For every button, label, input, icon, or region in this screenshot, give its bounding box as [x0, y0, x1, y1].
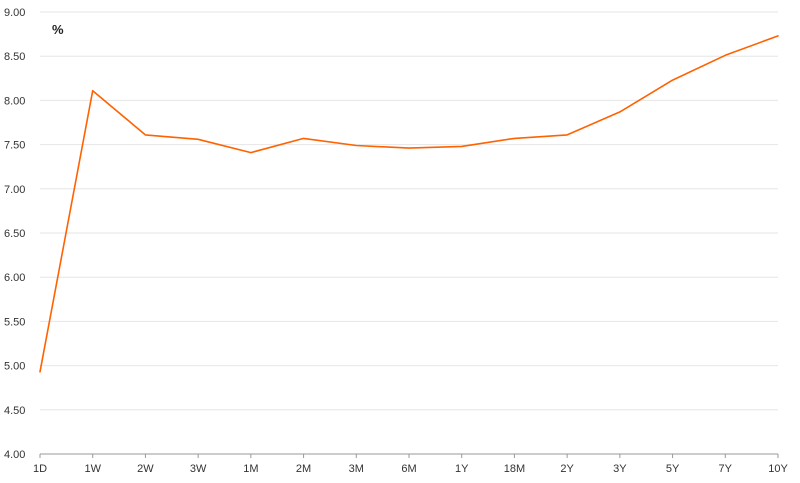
- x-tick-label: 3M: [349, 463, 364, 475]
- y-tick-label: 4.00: [4, 449, 25, 461]
- data-point: [619, 111, 621, 113]
- data-point: [777, 35, 779, 37]
- x-tick-label: 2Y: [560, 463, 574, 475]
- y-tick-label: 6.00: [4, 272, 25, 284]
- data-point: [92, 90, 94, 92]
- y-tick-label: 7.50: [4, 140, 25, 152]
- data-point: [250, 152, 252, 154]
- x-tick-label: 1D: [33, 463, 47, 475]
- x-tick-label: 3Y: [613, 463, 627, 475]
- x-tick-label: 5Y: [666, 463, 680, 475]
- y-tick-label: 9.00: [4, 7, 25, 19]
- y-tick-label: 7.00: [4, 184, 25, 196]
- x-tick-label: 1W: [84, 463, 101, 475]
- x-tick-label: 1M: [243, 463, 258, 475]
- x-tick-label: 2M: [296, 463, 311, 475]
- x-tick-label: 2W: [137, 463, 154, 475]
- data-point: [724, 55, 726, 57]
- y-tick-label: 5.00: [4, 361, 25, 373]
- data-point: [566, 134, 568, 136]
- x-tick-label: 7Y: [719, 463, 733, 475]
- data-point: [39, 371, 41, 373]
- y-unit-label: %: [52, 22, 64, 37]
- y-tick-label: 8.50: [4, 51, 25, 63]
- data-point: [303, 138, 305, 140]
- y-tick-label: 4.50: [4, 405, 25, 417]
- y-tick-label: 8.00: [4, 95, 25, 107]
- y-tick-label: 6.50: [4, 228, 25, 240]
- data-point: [355, 145, 357, 147]
- data-point: [197, 138, 199, 140]
- x-tick-label: 10Y: [768, 463, 788, 475]
- x-tick-label: 3W: [190, 463, 207, 475]
- data-point: [461, 146, 463, 148]
- x-tick-label: 6M: [401, 463, 416, 475]
- y-tick-label: 5.50: [4, 316, 25, 328]
- x-tick-label: 1Y: [455, 463, 469, 475]
- data-point: [514, 138, 516, 140]
- data-point: [408, 147, 410, 149]
- series-line: [39, 35, 779, 373]
- x-tick-label: 18M: [504, 463, 525, 475]
- data-point: [672, 79, 674, 81]
- data-point: [145, 134, 147, 136]
